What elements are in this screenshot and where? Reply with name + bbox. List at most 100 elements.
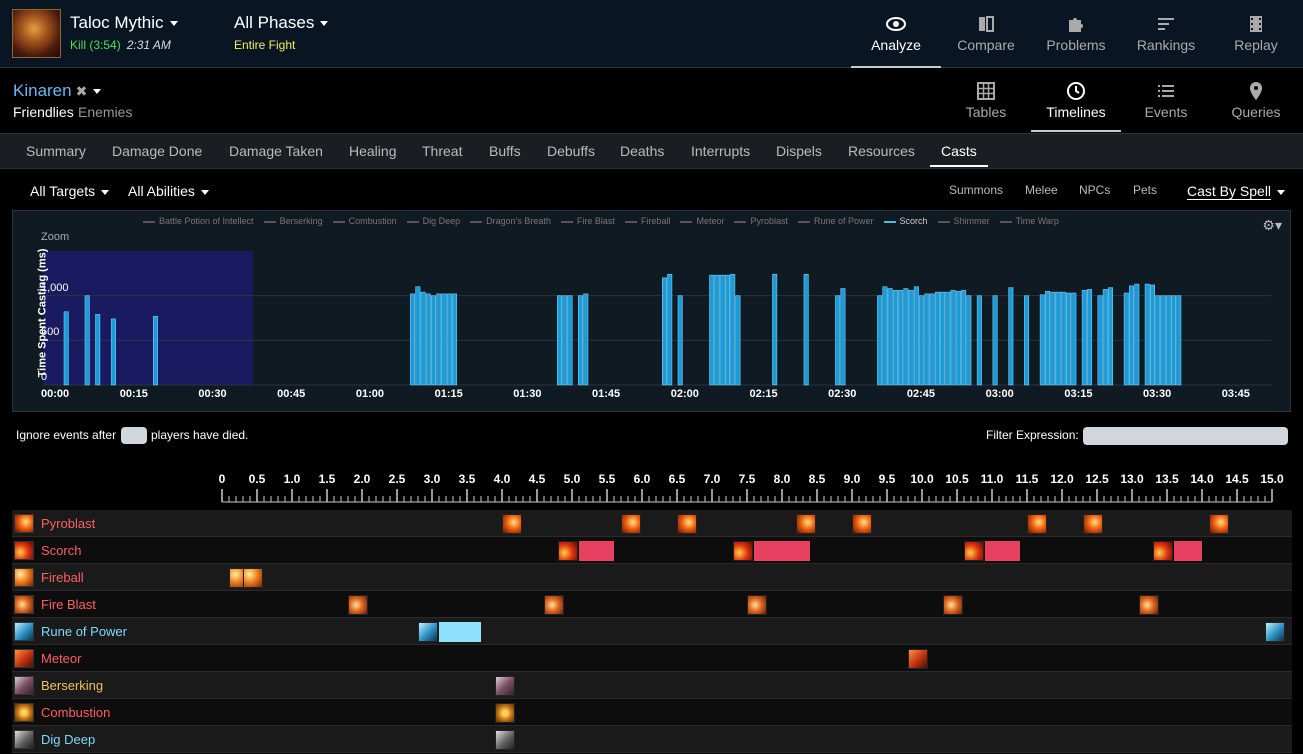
chart-bar[interactable] [452,293,458,386]
legend-item[interactable]: Time Warp [999,216,1059,226]
chart-bar[interactable] [882,286,888,386]
cast-event-scorch-icon[interactable] [558,541,578,561]
nav-analyze[interactable]: Analyze [851,0,941,68]
legend-item[interactable]: Shimmer [937,216,990,226]
spell-name[interactable]: Dig Deep [41,732,96,747]
tab-interrupts[interactable]: Interrupts [691,143,751,159]
chart-bar[interactable] [961,290,967,386]
legend-item[interactable]: Fireball [624,216,670,226]
cast-event-pyroblast-icon[interactable] [796,514,816,534]
chart-bar[interactable] [677,295,683,386]
tab-healing[interactable]: Healing [349,143,397,159]
melee-filter[interactable]: Melee [1025,183,1058,197]
summons-filter[interactable]: Summons [949,183,1004,197]
chart-bar[interactable] [578,295,583,386]
legend-item[interactable]: Meteor [680,216,724,226]
tab-summary[interactable]: Summary [26,143,86,159]
spell-name[interactable]: Combustion [41,705,111,720]
chart-bar[interactable] [1176,295,1182,386]
chart-bar[interactable] [1024,295,1030,386]
chart-bar[interactable] [415,286,421,386]
chart-bar[interactable] [410,293,416,386]
chart-bar[interactable] [735,295,741,386]
chart-bar[interactable] [1008,287,1014,386]
chart-bar[interactable] [1134,283,1140,386]
chart-bar[interactable] [1055,291,1061,386]
chart-bar[interactable] [420,291,426,386]
cast-event-fire-blast-icon[interactable] [1139,595,1159,615]
character-selector[interactable]: Kinaren ✖ [13,81,102,101]
chart-bar[interactable] [919,295,925,386]
chart-bar[interactable] [1171,295,1177,386]
chart-canvas[interactable] [13,211,1292,413]
chart-bar[interactable] [583,293,589,386]
chart-bar[interactable] [924,293,930,386]
chart-bar[interactable] [425,293,431,386]
legend-item[interactable]: Dig Deep [406,216,460,226]
legend-item[interactable]: Rune of Power [798,216,874,226]
chart-bar[interactable] [835,295,841,386]
enemies-tab[interactable]: Enemies [78,104,133,120]
chart-bar[interactable] [908,290,914,386]
zoom-selection[interactable] [43,251,253,385]
chart-bar[interactable] [950,290,956,386]
tab-debuffs[interactable]: Debuffs [547,143,595,159]
cast-event-dig-deep-icon[interactable] [495,730,515,750]
cast-event-pyroblast-icon[interactable] [1083,514,1103,534]
chart-bar[interactable] [661,277,667,386]
chart-bar[interactable] [898,290,904,386]
legend-item[interactable]: Combustion [332,216,397,226]
chart-bar[interactable] [709,274,715,386]
cast-event-meteor-icon[interactable] [908,649,928,669]
chart-bar[interactable] [1066,292,1072,386]
chart-bar[interactable] [446,293,452,386]
cast-event-rune-of-power-icon[interactable] [418,622,438,642]
gear-icon[interactable]: ⚙▾ [1262,217,1282,233]
chart-bar[interactable] [557,295,563,386]
legend-item[interactable]: Scorch [883,216,928,226]
chart-bar[interactable] [562,295,568,386]
chart-bar[interactable] [940,291,946,386]
nav-problems[interactable]: Problems [1031,0,1121,68]
cast-event-scorch-icon[interactable] [964,541,984,561]
tab-deaths[interactable]: Deaths [620,143,665,159]
chart-bar[interactable] [441,293,447,386]
chart-bar[interactable] [772,273,778,386]
cast-event-fireball-icon[interactable] [243,568,263,588]
chart-bar[interactable] [1155,295,1161,386]
spell-name[interactable]: Fire Blast [41,597,96,612]
npcs-filter[interactable]: NPCs [1079,183,1111,197]
casting-chart[interactable]: Battle Potion of Intellect Berserking Comb… [12,210,1291,412]
chart-bar[interactable] [1150,284,1156,386]
cast-duration-bar[interactable] [1174,541,1202,561]
tab-casts[interactable]: Casts [941,143,977,159]
friendlies-tab[interactable]: Friendlies [13,104,74,120]
chart-bar[interactable] [1050,291,1056,386]
cast-event-fire-blast-icon[interactable] [544,595,564,615]
cast-duration-bar[interactable] [985,541,1020,561]
cast-duration-bar[interactable] [754,541,810,561]
cast-event-scorch-icon[interactable] [1153,541,1173,561]
chart-bar[interactable] [966,295,972,386]
ignore-deaths-input[interactable] [121,427,147,444]
chart-bar[interactable] [1160,295,1166,386]
legend-item[interactable]: Battle Potion of Intellect [143,216,254,226]
cast-event-rune-of-power-icon[interactable] [1265,622,1285,642]
spell-name[interactable]: Fireball [41,570,84,585]
chart-bar[interactable] [431,295,437,386]
chart-bar[interactable] [1165,295,1171,386]
cast-event-combustion-icon[interactable] [495,703,515,723]
spell-name[interactable]: Berserking [41,678,104,693]
chart-bar[interactable] [1081,290,1087,386]
spell-name[interactable]: Meteor [41,651,82,666]
chart-bar[interactable] [1045,290,1051,386]
chart-bar[interactable] [667,273,673,386]
cast-event-pyroblast-icon[interactable] [1027,514,1047,534]
legend-item[interactable]: Pyroblast [734,216,788,226]
chart-bar[interactable] [152,315,158,386]
chart-bar[interactable] [84,295,90,386]
nav-replay[interactable]: Replay [1211,0,1301,68]
cast-event-pyroblast-icon[interactable] [502,514,522,534]
tab-buffs[interactable]: Buffs [489,143,521,159]
spell-name[interactable]: Rune of Power [41,624,127,639]
